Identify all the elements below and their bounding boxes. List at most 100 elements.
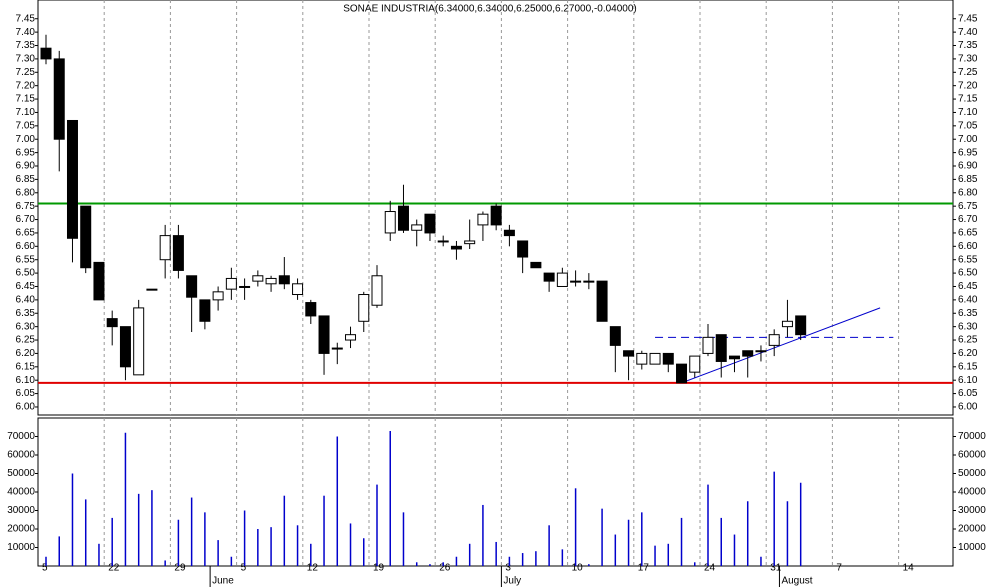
y-tick-label-right: 7.20 — [958, 80, 978, 91]
candle-body — [305, 302, 317, 317]
candle-body — [384, 211, 396, 234]
y-tick-label: 6.90 — [16, 161, 36, 172]
candle-body — [676, 363, 688, 384]
x-tick-label: 3 — [505, 563, 511, 574]
candle-body — [649, 352, 661, 365]
y-tick-label: 7.05 — [16, 120, 36, 131]
candle-body — [556, 272, 568, 287]
volume-tick-label: 40000 — [7, 487, 35, 498]
candle-body — [570, 280, 582, 283]
candle-body — [133, 307, 145, 376]
volume-tick-label: 10000 — [7, 542, 35, 553]
x-tick-label: 26 — [439, 563, 451, 574]
candle-body — [80, 205, 92, 269]
y-tick-label-right: 7.45 — [958, 13, 978, 24]
y-tick-label-right: 6.90 — [958, 161, 978, 172]
candle-body — [543, 272, 555, 282]
y-tick-label-right: 6.15 — [958, 361, 978, 372]
volume-tick-label: 60000 — [7, 450, 35, 461]
y-tick-label-right: 6.30 — [958, 321, 978, 332]
candle-body — [358, 294, 370, 322]
candle-body — [146, 288, 158, 291]
candle-body — [318, 315, 330, 354]
y-tick-label-right: 6.70 — [958, 214, 978, 225]
y-tick-label: 7.00 — [16, 134, 36, 145]
y-tick-label-right: 6.80 — [958, 187, 978, 198]
y-tick-label: 6.40 — [16, 295, 36, 306]
y-tick-label-right: 7.25 — [958, 67, 978, 78]
candle-body — [53, 58, 65, 140]
x-tick-label: 19 — [373, 563, 385, 574]
y-tick-label-right: 6.55 — [958, 254, 978, 265]
y-tick-label-right: 7.30 — [958, 54, 978, 65]
y-tick-label-right: 6.05 — [958, 388, 978, 399]
candle-body — [397, 205, 409, 231]
y-tick-label: 7.40 — [16, 27, 36, 38]
candle-body — [371, 275, 383, 306]
volume-tick-label-right: 20000 — [958, 524, 986, 535]
y-tick-label-right: 6.75 — [958, 201, 978, 212]
x-tick-label: 12 — [307, 563, 319, 574]
candle-body — [199, 299, 211, 322]
y-tick-label-right: 6.10 — [958, 375, 978, 386]
x-tick-label: 5 — [241, 563, 247, 574]
candle-body — [781, 320, 793, 328]
y-tick-label: 7.10 — [16, 107, 36, 118]
candle-body — [583, 280, 595, 283]
candle-body — [265, 277, 277, 285]
x-tick-label: 17 — [638, 563, 650, 574]
month-label: August — [781, 576, 812, 587]
chart-title: SONAE INDUSTRIA(6.34000,6.34000,6.25000,… — [343, 4, 637, 15]
y-tick-label: 7.45 — [16, 13, 36, 24]
volume-tick-label-right: 10000 — [958, 542, 986, 553]
candle-body — [609, 326, 621, 346]
y-tick-label-right: 6.40 — [958, 295, 978, 306]
y-tick-label-right: 6.50 — [958, 268, 978, 279]
candle-body — [503, 229, 515, 237]
y-tick-label: 6.15 — [16, 361, 36, 372]
volume-tick-label: 70000 — [7, 431, 35, 442]
y-tick-label: 6.65 — [16, 228, 36, 239]
candle-body — [795, 315, 807, 336]
y-tick-label: 7.25 — [16, 67, 36, 78]
candle-body — [450, 245, 462, 250]
y-tick-label-right: 7.35 — [958, 40, 978, 51]
candle-body — [278, 275, 290, 285]
candle-body — [239, 285, 251, 288]
y-tick-label-right: 7.05 — [958, 120, 978, 131]
candle-body — [530, 261, 542, 269]
y-tick-label-right: 6.35 — [958, 308, 978, 319]
candle-body — [411, 224, 423, 231]
y-tick-label: 7.30 — [16, 54, 36, 65]
candle-body — [623, 350, 635, 357]
y-tick-label-right: 6.00 — [958, 402, 978, 413]
candle-body — [159, 235, 171, 261]
y-tick-label-right: 6.20 — [958, 348, 978, 359]
y-tick-label-right: 6.95 — [958, 147, 978, 158]
candle-body — [636, 352, 648, 365]
y-tick-label: 6.50 — [16, 268, 36, 279]
y-tick-label: 6.45 — [16, 281, 36, 292]
y-tick-label-right: 7.15 — [958, 94, 978, 105]
y-tick-label-right: 7.00 — [958, 134, 978, 145]
y-tick-label: 6.85 — [16, 174, 36, 185]
candle-body — [186, 275, 198, 298]
y-tick-label: 6.05 — [16, 388, 36, 399]
candle-body — [662, 352, 674, 365]
x-tick-label: 29 — [174, 563, 186, 574]
candle-body — [424, 213, 436, 234]
candle-body — [477, 213, 489, 226]
candle-body — [40, 47, 52, 60]
y-tick-label: 7.15 — [16, 94, 36, 105]
volume-tick-label-right: 30000 — [958, 505, 986, 516]
y-tick-label: 6.70 — [16, 214, 36, 225]
month-label: June — [212, 576, 234, 587]
candle-body — [702, 336, 714, 354]
y-tick-label-right: 7.10 — [958, 107, 978, 118]
y-tick-label: 6.35 — [16, 308, 36, 319]
candle-body — [755, 350, 767, 353]
y-tick-label-right: 6.85 — [958, 174, 978, 185]
month-label: July — [503, 576, 521, 587]
y-tick-label: 6.80 — [16, 187, 36, 198]
y-tick-label-right: 7.40 — [958, 27, 978, 38]
